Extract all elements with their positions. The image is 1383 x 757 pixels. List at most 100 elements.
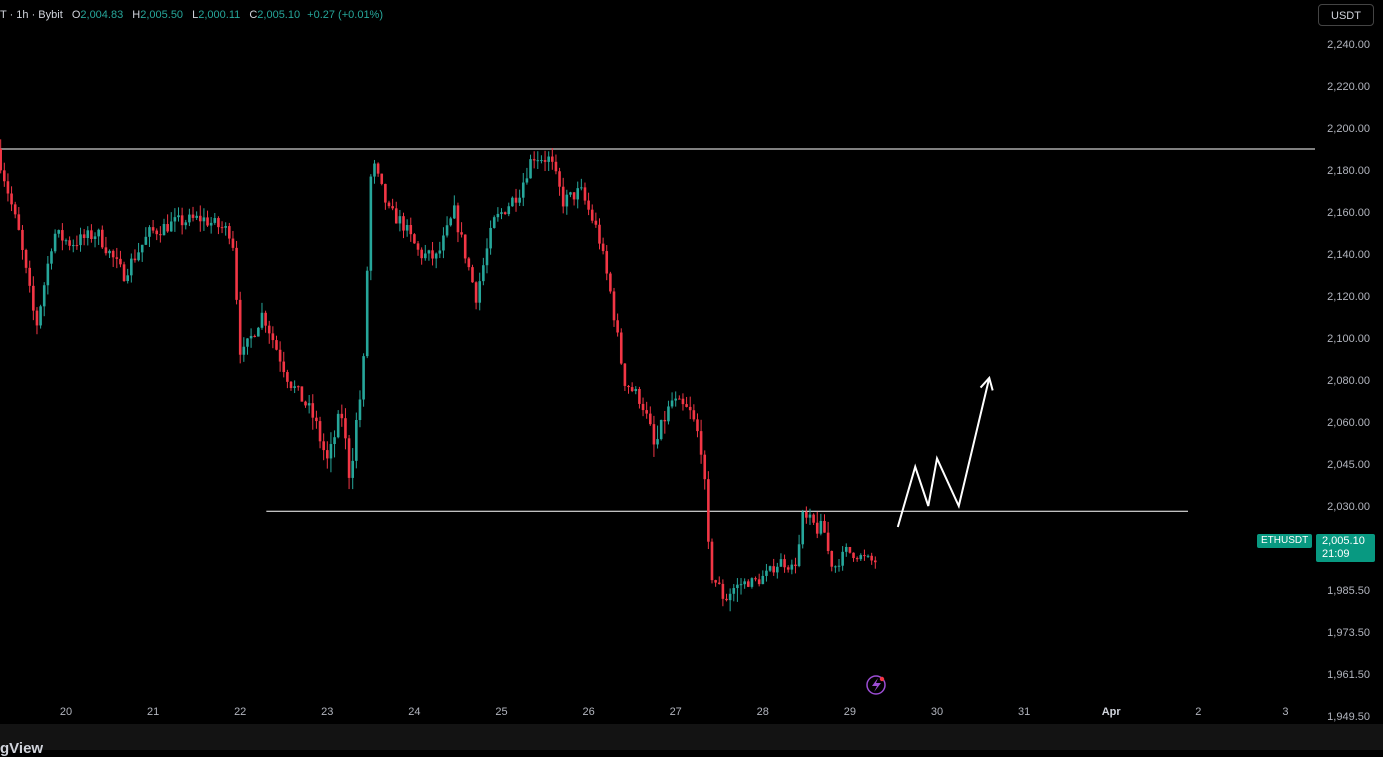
projection-arrowhead [979, 375, 994, 391]
candle-body [376, 163, 380, 174]
candle-body [304, 401, 307, 406]
candle-body [126, 275, 129, 282]
candle-body [206, 217, 209, 226]
price-tick-label: 2,200.00 [1327, 123, 1370, 135]
candle-body [667, 406, 670, 422]
candle-body [434, 253, 438, 259]
price-tick-label: 2,100.00 [1327, 333, 1370, 345]
candle-body [478, 281, 482, 303]
candle-body [188, 214, 191, 223]
candle-body [797, 544, 801, 567]
close-value: 2,005.10 [257, 9, 301, 21]
time-tick-label: 26 [582, 706, 594, 718]
candle-body [598, 224, 601, 244]
candle-body [282, 361, 286, 373]
time-tick-label: Apr [1102, 706, 1122, 718]
candle-body [627, 385, 630, 388]
candle-body [253, 335, 257, 337]
candle-body [391, 206, 394, 209]
candle-body [0, 149, 2, 171]
candle-body [296, 386, 300, 388]
price-tick-label: 1,985.50 [1327, 585, 1370, 597]
candle-body [815, 522, 819, 534]
open-value: 2,004.83 [80, 9, 124, 21]
candle-body [355, 420, 358, 461]
candle-body [496, 213, 500, 218]
candle-body [656, 439, 659, 445]
candle-body [554, 161, 558, 172]
candle-body [540, 160, 543, 162]
candle-body [609, 273, 612, 292]
candle-body [714, 580, 717, 583]
candle-body [471, 267, 474, 283]
time-axis[interactable]: 20 21 22 23 24 25 26 27 28 29 30 31 Apr 2 3 [60, 706, 1289, 718]
candle-body [652, 424, 656, 445]
price-tick-label: 1,949.50 [1327, 711, 1370, 723]
high-label: H [132, 9, 141, 21]
candle-body [100, 229, 104, 248]
candle-body [155, 230, 159, 235]
price-tick-label: 2,160.00 [1327, 207, 1370, 219]
candle-body [844, 546, 848, 552]
candle-body [619, 332, 623, 364]
candle-body [736, 584, 739, 589]
low-value: 2,000.11 [198, 9, 241, 21]
currency-button[interactable]: USDT [1318, 4, 1374, 26]
time-tick-label: 27 [670, 706, 682, 718]
candle-body [195, 215, 198, 218]
candle-body [674, 398, 677, 401]
candle-body [347, 438, 351, 478]
candle-body [68, 240, 71, 246]
candle-body [453, 205, 456, 219]
candle-body [739, 584, 743, 586]
price-tick-label: 2,220.00 [1327, 81, 1370, 93]
candle-body [235, 247, 238, 300]
candle-body [659, 419, 663, 440]
time-tick-label: 21 [147, 706, 159, 718]
price-tick-label: 2,240.00 [1327, 39, 1370, 51]
candle-body [322, 441, 325, 451]
candle-body [874, 560, 877, 563]
candle-body [794, 564, 797, 567]
candle-body [728, 593, 732, 601]
candle-body [645, 410, 648, 414]
candle-body [460, 232, 463, 235]
candle-body [184, 222, 188, 226]
candle-body [173, 217, 177, 222]
candle-body [688, 406, 692, 411]
candle-body [630, 387, 634, 392]
candle-body [754, 578, 757, 580]
candle-body [104, 247, 108, 254]
candle-body [108, 250, 111, 254]
low-label: L [192, 9, 199, 21]
candle-body [801, 511, 805, 545]
open-label: O [71, 9, 81, 21]
candle-body [333, 437, 336, 445]
high-value: 2,005.50 [140, 9, 184, 21]
candle-body [492, 217, 496, 228]
candle-body [28, 267, 32, 286]
price-chart[interactable]: 2,240.00 2,220.00 2,200.00 2,180.00 2,160.00… [0, 0, 1383, 724]
candle-body [449, 218, 452, 226]
candle-body [394, 208, 398, 224]
candle-body [561, 186, 565, 207]
candle-body [24, 249, 28, 268]
candle-body [866, 555, 870, 557]
candle-body [772, 566, 775, 573]
candle-body [485, 248, 489, 266]
candle-body [162, 224, 166, 236]
event-icon[interactable] [866, 675, 886, 695]
candle-body [783, 559, 786, 568]
candle-body [326, 450, 329, 459]
candle-body [696, 419, 699, 432]
projection-path[interactable] [896, 377, 991, 528]
candle-body [61, 230, 64, 241]
candle-body [39, 306, 42, 326]
candle-body [812, 514, 815, 523]
candle-body [257, 327, 260, 337]
price-axis[interactable]: 2,240.00 2,220.00 2,200.00 2,180.00 2,160.00… [1327, 39, 1370, 724]
candle-body [405, 224, 409, 231]
candle-body [166, 224, 169, 232]
candle-body [605, 251, 609, 274]
candle-body [427, 250, 431, 254]
